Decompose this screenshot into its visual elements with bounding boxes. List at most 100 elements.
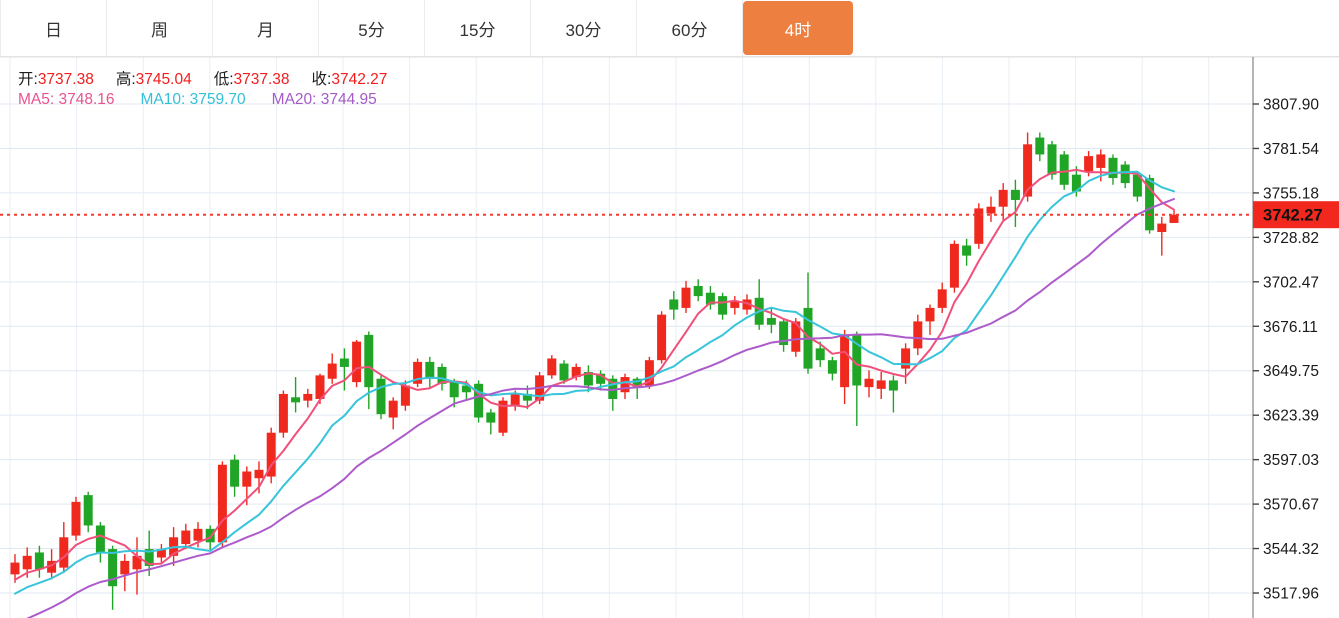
candle-35 bbox=[437, 363, 447, 391]
candle-82 bbox=[1010, 179, 1020, 227]
candle-14 bbox=[181, 523, 191, 550]
candle-23 bbox=[291, 377, 301, 413]
candle-94 bbox=[1157, 216, 1167, 256]
candle-44 bbox=[547, 355, 557, 379]
y-axis-label-8: 3597.03 bbox=[1263, 452, 1319, 469]
current-price-tag: 3742.27 bbox=[1253, 201, 1339, 229]
current-price-value: 3742.27 bbox=[1263, 207, 1323, 225]
tab-period-7[interactable]: 4时 bbox=[743, 1, 853, 55]
y-axis-label-10: 3544.32 bbox=[1263, 541, 1319, 558]
period-tab-bar: 日周月 5分 15分 30分 60分 4时 bbox=[0, 0, 1339, 57]
candle-78 bbox=[962, 238, 972, 266]
tab-period-3[interactable]: 5分 bbox=[319, 0, 425, 56]
candle-79 bbox=[974, 203, 984, 249]
candle-60 bbox=[742, 294, 752, 315]
candle-34 bbox=[425, 356, 435, 388]
y-axis-label-2: 3755.18 bbox=[1263, 185, 1319, 202]
candle-80 bbox=[986, 196, 996, 222]
candle-71 bbox=[876, 371, 886, 399]
candle-52 bbox=[644, 356, 654, 389]
candle-57 bbox=[705, 285, 715, 310]
candle-6 bbox=[83, 491, 93, 533]
candle-74 bbox=[913, 314, 923, 356]
candle-67 bbox=[827, 356, 837, 381]
candle-2 bbox=[34, 545, 44, 578]
candle-77 bbox=[949, 240, 959, 293]
y-axis-label-9: 3570.67 bbox=[1263, 497, 1319, 514]
ohlc-item-1: 高:3745.04 bbox=[115, 71, 192, 88]
y-axis-label-5: 3676.11 bbox=[1263, 319, 1318, 336]
y-axis-label-7: 3623.39 bbox=[1263, 408, 1319, 425]
candle-92 bbox=[1132, 171, 1142, 202]
candle-24 bbox=[303, 388, 313, 408]
ohlc-item-3: 收:3742.27 bbox=[311, 71, 388, 88]
candle-63 bbox=[779, 318, 789, 352]
candle-59 bbox=[730, 296, 740, 315]
candle-86 bbox=[1059, 151, 1069, 190]
candle-70 bbox=[864, 370, 874, 398]
candle-18 bbox=[230, 454, 240, 497]
candle-26 bbox=[327, 353, 337, 384]
candle-0 bbox=[10, 554, 20, 583]
candle-69 bbox=[852, 331, 862, 426]
ma-legend-item-0: MA5: 3748.16 bbox=[18, 91, 115, 108]
candle-29 bbox=[364, 331, 374, 410]
tab-period-4[interactable]: 15分 bbox=[425, 0, 531, 56]
candle-33 bbox=[413, 358, 423, 388]
candle-90 bbox=[1108, 154, 1118, 185]
tab-period-6[interactable]: 60分 bbox=[637, 0, 743, 56]
y-axis-label-11: 3517.96 bbox=[1263, 586, 1319, 603]
candle-46 bbox=[571, 363, 581, 381]
ohlc-item-0: 开:3737.38 bbox=[18, 71, 94, 88]
ma10-line bbox=[14, 170, 1175, 595]
y-axis-label-0: 3807.90 bbox=[1263, 97, 1319, 114]
tab-period-0[interactable]: 日 bbox=[1, 0, 107, 56]
tab-period-1[interactable]: 周 bbox=[107, 0, 213, 56]
candle-27 bbox=[339, 348, 349, 391]
candle-4 bbox=[59, 522, 69, 573]
y-axis: 3807.90 3781.54 3755.18 3728.82 3702.47 3676.… bbox=[1252, 57, 1319, 618]
candle-66 bbox=[815, 341, 825, 367]
candle-9 bbox=[120, 554, 130, 592]
candle-7 bbox=[95, 522, 105, 563]
candle-17 bbox=[217, 461, 227, 548]
candle-56 bbox=[693, 279, 703, 302]
candle-93 bbox=[1145, 174, 1155, 234]
candle-84 bbox=[1035, 132, 1045, 162]
candle-8 bbox=[108, 545, 118, 610]
candle-28 bbox=[352, 339, 362, 388]
candle-21 bbox=[266, 427, 276, 484]
candle-30 bbox=[376, 375, 386, 420]
candle-54 bbox=[669, 291, 679, 320]
tab-period-5[interactable]: 30分 bbox=[531, 0, 637, 56]
ma-legend-item-1: MA10: 3759.70 bbox=[140, 91, 246, 108]
candle-45 bbox=[559, 360, 569, 384]
candle-75 bbox=[925, 304, 935, 335]
tab-period-2[interactable]: 月 bbox=[213, 0, 319, 56]
candle-58 bbox=[718, 292, 728, 320]
candle-50 bbox=[620, 373, 630, 399]
candle-76 bbox=[937, 282, 947, 313]
candle-68 bbox=[840, 329, 850, 405]
candle-72 bbox=[888, 375, 898, 413]
ohlc-legend: 开:3737.38 高:3745.04 低:3737.38 收:3742.27 bbox=[18, 67, 409, 89]
ma-legend: MA5: 3748.16 MA10: 3759.70 MA20: 3744.95 bbox=[18, 91, 403, 109]
ma-legend-item-2: MA20: 3744.95 bbox=[271, 91, 377, 108]
candle-38 bbox=[474, 380, 484, 423]
candle-61 bbox=[754, 279, 764, 330]
candle-22 bbox=[278, 390, 288, 438]
candle-31 bbox=[388, 397, 398, 430]
candle-39 bbox=[486, 409, 496, 435]
candle-40 bbox=[498, 397, 508, 437]
y-axis-label-6: 3649.75 bbox=[1263, 363, 1319, 380]
candle-65 bbox=[803, 272, 813, 374]
candle-12 bbox=[156, 544, 166, 563]
candle-91 bbox=[1120, 161, 1130, 189]
ohlc-item-2: 低:3737.38 bbox=[213, 71, 290, 88]
candle-95 bbox=[1169, 210, 1179, 223]
ma5-line bbox=[14, 168, 1175, 581]
y-axis-label-3: 3728.82 bbox=[1263, 230, 1319, 247]
candle-20 bbox=[254, 461, 264, 494]
